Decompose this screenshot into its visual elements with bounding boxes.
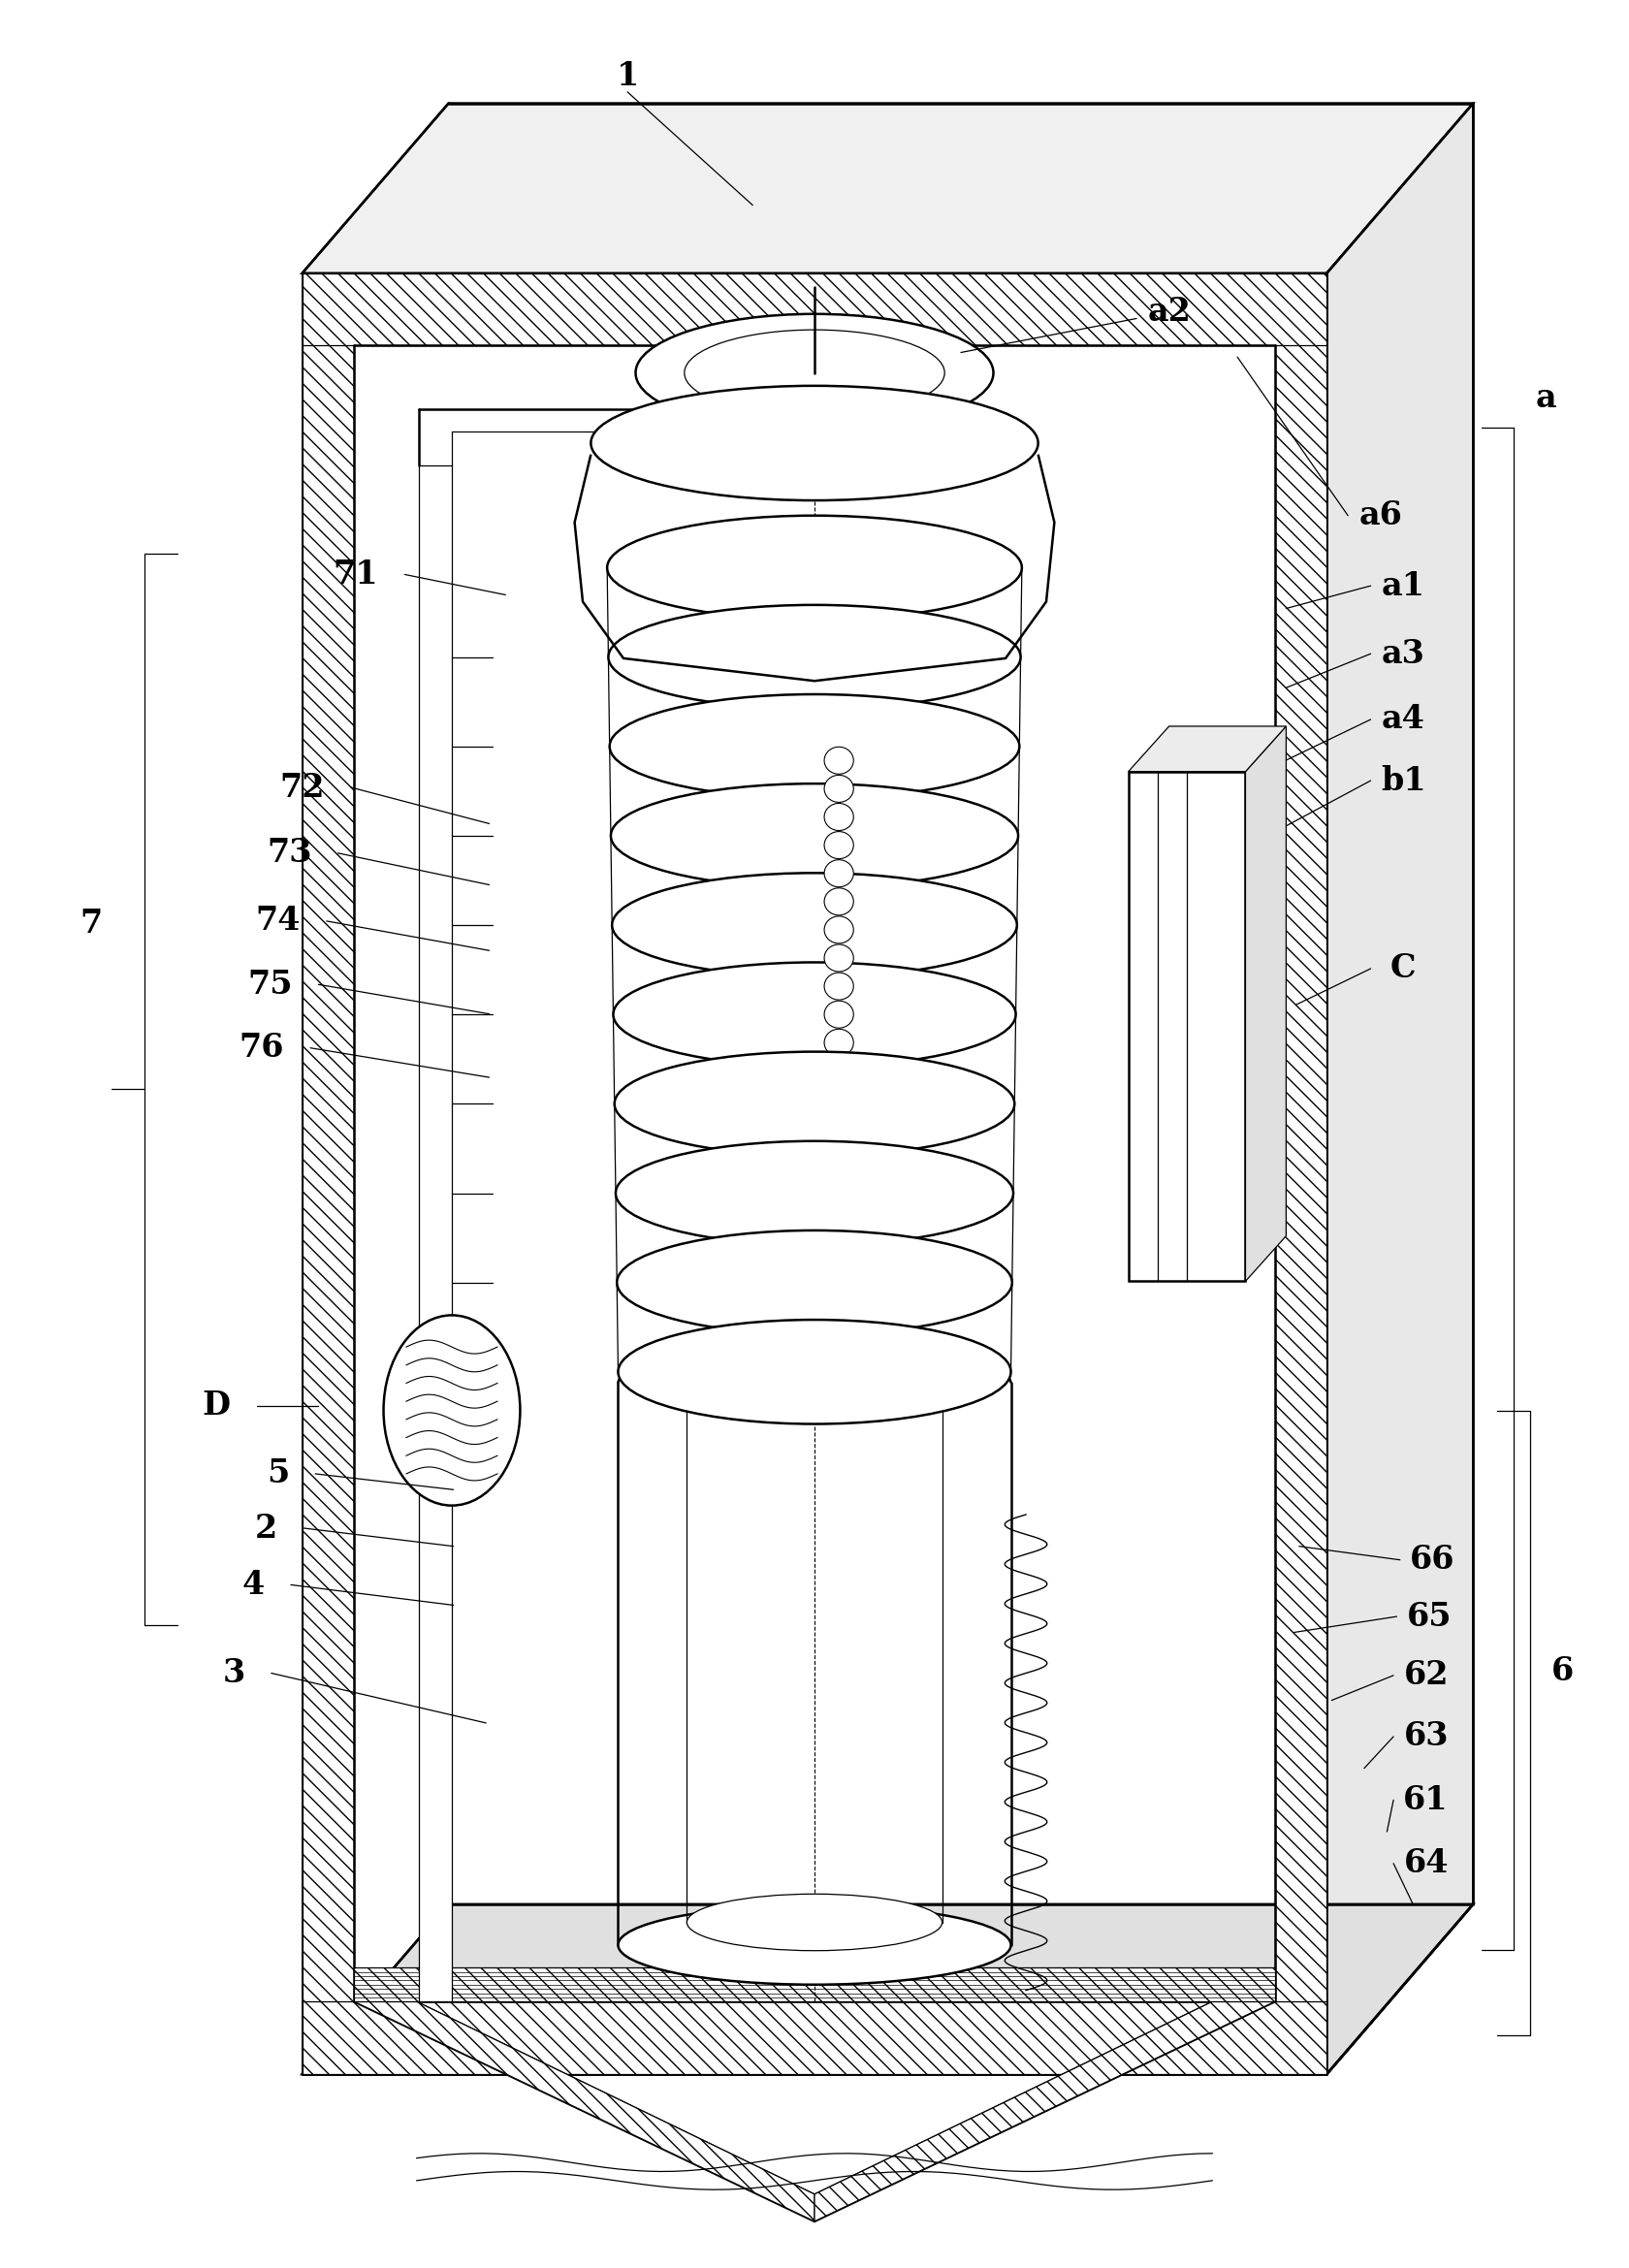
Polygon shape [419, 465, 451, 2003]
Polygon shape [353, 2003, 814, 2220]
Ellipse shape [616, 1141, 1013, 1245]
Text: 76: 76 [239, 1032, 283, 1064]
Ellipse shape [824, 916, 854, 943]
Polygon shape [1326, 104, 1473, 2075]
Polygon shape [1129, 771, 1246, 1281]
Ellipse shape [613, 873, 1016, 978]
Text: 75: 75 [248, 968, 292, 1000]
Text: 74: 74 [256, 905, 300, 937]
Text: 71: 71 [334, 558, 378, 590]
Circle shape [383, 1315, 520, 1506]
Ellipse shape [611, 785, 1018, 887]
Ellipse shape [614, 1052, 1015, 1157]
Polygon shape [303, 272, 353, 2075]
Ellipse shape [824, 776, 854, 803]
Polygon shape [1276, 272, 1326, 2075]
Polygon shape [303, 272, 1326, 2075]
Ellipse shape [608, 606, 1021, 710]
Polygon shape [814, 2003, 1276, 2220]
Text: 72: 72 [280, 771, 324, 803]
Text: 4: 4 [243, 1569, 264, 1601]
Ellipse shape [824, 889, 854, 916]
Text: 61: 61 [1404, 1785, 1448, 1817]
Text: a4: a4 [1381, 703, 1425, 735]
Polygon shape [303, 272, 1326, 345]
Text: D: D [202, 1390, 230, 1422]
Ellipse shape [684, 329, 945, 415]
Polygon shape [303, 104, 1473, 272]
Text: 3: 3 [223, 1658, 246, 1690]
Text: a3: a3 [1381, 637, 1425, 669]
Ellipse shape [824, 1086, 854, 1114]
Ellipse shape [824, 832, 854, 860]
Ellipse shape [608, 515, 1021, 619]
Ellipse shape [824, 943, 854, 971]
Text: 5: 5 [267, 1458, 288, 1490]
Ellipse shape [591, 386, 1038, 501]
Ellipse shape [824, 803, 854, 830]
Ellipse shape [824, 1198, 854, 1225]
Text: 6: 6 [1551, 1656, 1574, 1687]
Ellipse shape [824, 1057, 854, 1084]
Ellipse shape [824, 746, 854, 773]
Text: a1: a1 [1381, 569, 1425, 601]
Ellipse shape [687, 1894, 942, 1950]
Text: 2: 2 [256, 1513, 277, 1545]
Ellipse shape [824, 1170, 854, 1198]
Text: 73: 73 [267, 837, 311, 869]
Ellipse shape [824, 1114, 854, 1141]
Ellipse shape [824, 973, 854, 1000]
Ellipse shape [824, 860, 854, 887]
Polygon shape [1246, 726, 1287, 1281]
Ellipse shape [824, 1141, 854, 1168]
Text: 64: 64 [1404, 1848, 1448, 1880]
Text: C: C [1391, 953, 1416, 984]
Text: a2: a2 [1147, 295, 1191, 327]
Polygon shape [303, 1905, 1473, 2075]
Text: a6: a6 [1359, 499, 1403, 531]
Text: 65: 65 [1407, 1601, 1451, 1633]
Text: b1: b1 [1381, 764, 1425, 796]
Text: 66: 66 [1411, 1545, 1455, 1576]
Ellipse shape [617, 1905, 1012, 1984]
Polygon shape [303, 2003, 1326, 2075]
Text: 1: 1 [616, 61, 639, 93]
Ellipse shape [824, 1254, 854, 1281]
Text: 63: 63 [1404, 1721, 1448, 1753]
Ellipse shape [824, 1000, 854, 1027]
Polygon shape [353, 1969, 1276, 2003]
Ellipse shape [824, 1030, 854, 1057]
Ellipse shape [609, 694, 1020, 798]
Text: 7: 7 [80, 907, 103, 939]
Ellipse shape [617, 1320, 1012, 1424]
Text: a: a [1536, 381, 1557, 413]
Text: 62: 62 [1404, 1660, 1448, 1692]
Polygon shape [1129, 726, 1287, 771]
Ellipse shape [617, 1232, 1012, 1334]
Ellipse shape [824, 1227, 854, 1254]
Ellipse shape [613, 962, 1016, 1066]
Ellipse shape [635, 313, 994, 431]
